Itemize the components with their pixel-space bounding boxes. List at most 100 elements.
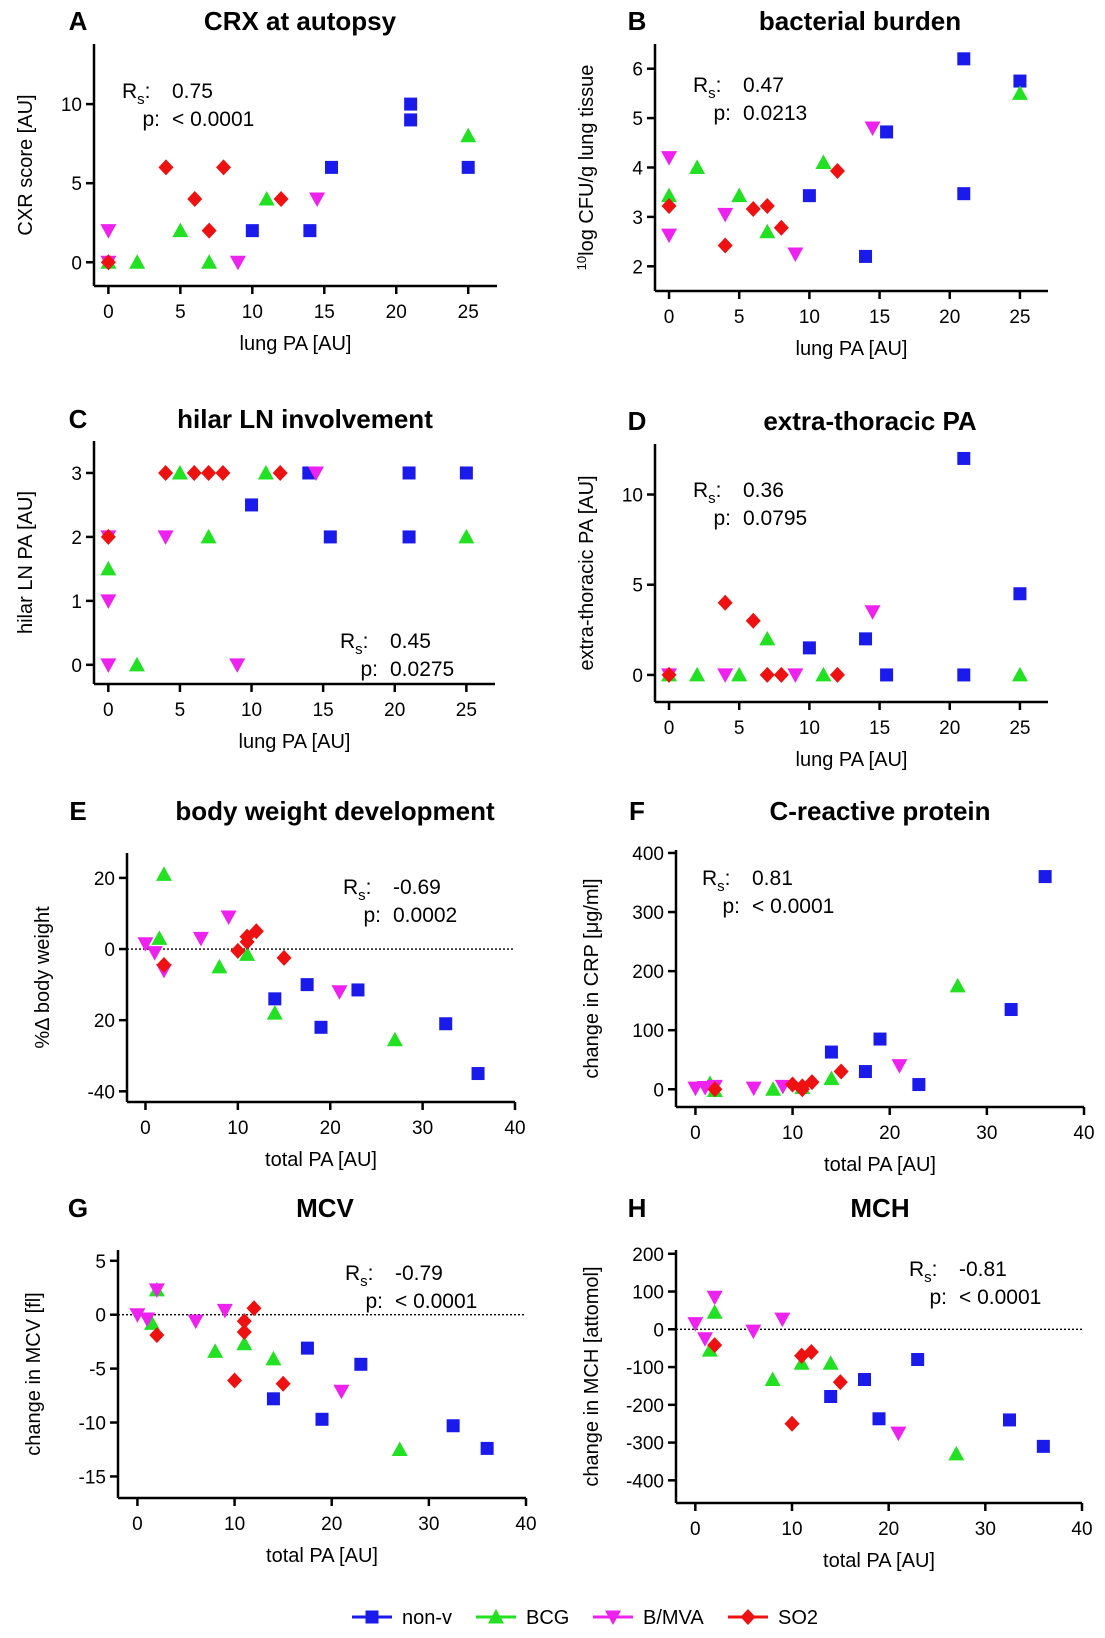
data-point (187, 191, 203, 208)
data-point (246, 1300, 262, 1317)
series-bcg (661, 630, 1028, 682)
x-tick-label: 15 (869, 307, 890, 328)
data-point (717, 594, 733, 611)
data-point (687, 1317, 704, 1332)
data-point (815, 154, 832, 170)
data-point (404, 113, 418, 127)
data-point (717, 668, 734, 683)
data-point (207, 1343, 224, 1358)
data-point (404, 97, 418, 111)
data-point (157, 530, 174, 545)
x-tick-label: 0 (664, 307, 675, 328)
panel-letter: A (69, 6, 88, 36)
series-bcg (144, 1281, 408, 1456)
data-point (717, 237, 733, 254)
data-point (323, 530, 337, 544)
stat-p-label: p: (360, 658, 378, 681)
x-axis-label: lung PA [AU] (796, 749, 908, 771)
data-point (661, 198, 677, 215)
legend-label: BCG (526, 1607, 569, 1629)
data-point (1013, 587, 1027, 601)
y-tick-label: 0 (653, 1080, 664, 1101)
data-point (880, 668, 894, 682)
stat-sub: s (717, 878, 725, 895)
data-point (661, 151, 678, 166)
x-tick-label: 0 (664, 718, 675, 739)
y-tick-label: 1 (71, 592, 82, 613)
data-point (227, 1372, 243, 1389)
y-tick-label: 300 (632, 903, 664, 924)
y-axis-label-main: log CFU/g lung tissue (576, 65, 598, 256)
stat-p-value: < 0.0001 (752, 895, 834, 918)
x-tick-label: 30 (975, 1519, 996, 1540)
x-tick-label: 0 (103, 302, 114, 323)
x-axis-label: lung PA [AU] (239, 731, 351, 753)
data-point (829, 162, 845, 179)
stat-rs-value: -0.69 (393, 876, 441, 899)
data-point (276, 949, 292, 966)
series-so2 (661, 162, 845, 254)
data-point (100, 658, 117, 673)
panel-h: 0 10 20 30 40 200 100 0 -100 -200 -300 -400 total PA… (581, 1193, 1093, 1572)
x-tick-label: 5 (175, 302, 186, 323)
data-point (859, 632, 873, 646)
data-point (268, 992, 282, 1006)
data-point (689, 666, 706, 682)
y-tick-label: 20 (94, 869, 115, 890)
stat-colon: : (366, 876, 372, 899)
stat-p-value: < 0.0001 (395, 1290, 477, 1313)
series-bcg (661, 85, 1028, 239)
series-bcg (702, 977, 966, 1097)
chart-title: bacterial burden (759, 6, 961, 36)
stat-p-label: p: (713, 507, 731, 530)
y-tick-label: 0 (653, 1320, 664, 1341)
stat-colon: : (932, 1258, 938, 1281)
stat-r: R (909, 1258, 924, 1281)
x-tick-label: 25 (1009, 718, 1030, 739)
data-point (158, 464, 174, 481)
y-tick-label: 200 (632, 1245, 664, 1266)
y-tick-label: 0 (104, 940, 115, 961)
x-axis-label: lung PA [AU] (796, 338, 908, 360)
y-tick-label: 0 (71, 253, 82, 274)
stat-rs-label: Rs: (122, 80, 151, 108)
y-tick-label: 5 (95, 1252, 106, 1273)
x-tick-label: 30 (412, 1118, 433, 1139)
data-point (832, 1374, 848, 1391)
data-point (697, 1081, 714, 1096)
panel-letter: C (69, 404, 88, 434)
y-tick-label: 2 (71, 528, 82, 549)
data-point (257, 464, 274, 480)
x-tick-label: 30 (418, 1514, 439, 1535)
stat-p-value: < 0.0001 (959, 1286, 1041, 1309)
x-tick-label: 15 (313, 700, 334, 721)
y-axis-label: change in CRP [μg/ml] (581, 878, 603, 1078)
x-tick-label: 40 (515, 1514, 536, 1535)
data-point (236, 1323, 252, 1340)
data-point (864, 121, 881, 136)
data-point (759, 223, 776, 239)
series-non-v (824, 1353, 1050, 1453)
stat-r: R (693, 74, 708, 97)
stat-rs-value: 0.75 (172, 80, 213, 103)
data-point (802, 189, 816, 203)
data-point (272, 464, 288, 481)
series-non-v (824, 870, 1052, 1092)
data-point (461, 160, 475, 174)
stat-colon: : (363, 630, 369, 653)
panel-letter: E (69, 796, 86, 826)
data-point (216, 1303, 233, 1319)
chart-title: C-reactive protein (769, 796, 990, 826)
data-point (186, 464, 202, 481)
data-point (192, 931, 209, 947)
data-point (245, 498, 259, 512)
x-tick-label: 20 (879, 1123, 900, 1144)
data-point (100, 528, 116, 545)
x-tick-label: 40 (1073, 1123, 1094, 1144)
x-tick-label: 10 (242, 302, 263, 323)
x-tick-label: 5 (175, 700, 186, 721)
panel-letter: F (629, 796, 645, 826)
y-axis-label: change in MCH [attomol] (581, 1266, 603, 1486)
y-tick-label: -5 (89, 1360, 106, 1381)
